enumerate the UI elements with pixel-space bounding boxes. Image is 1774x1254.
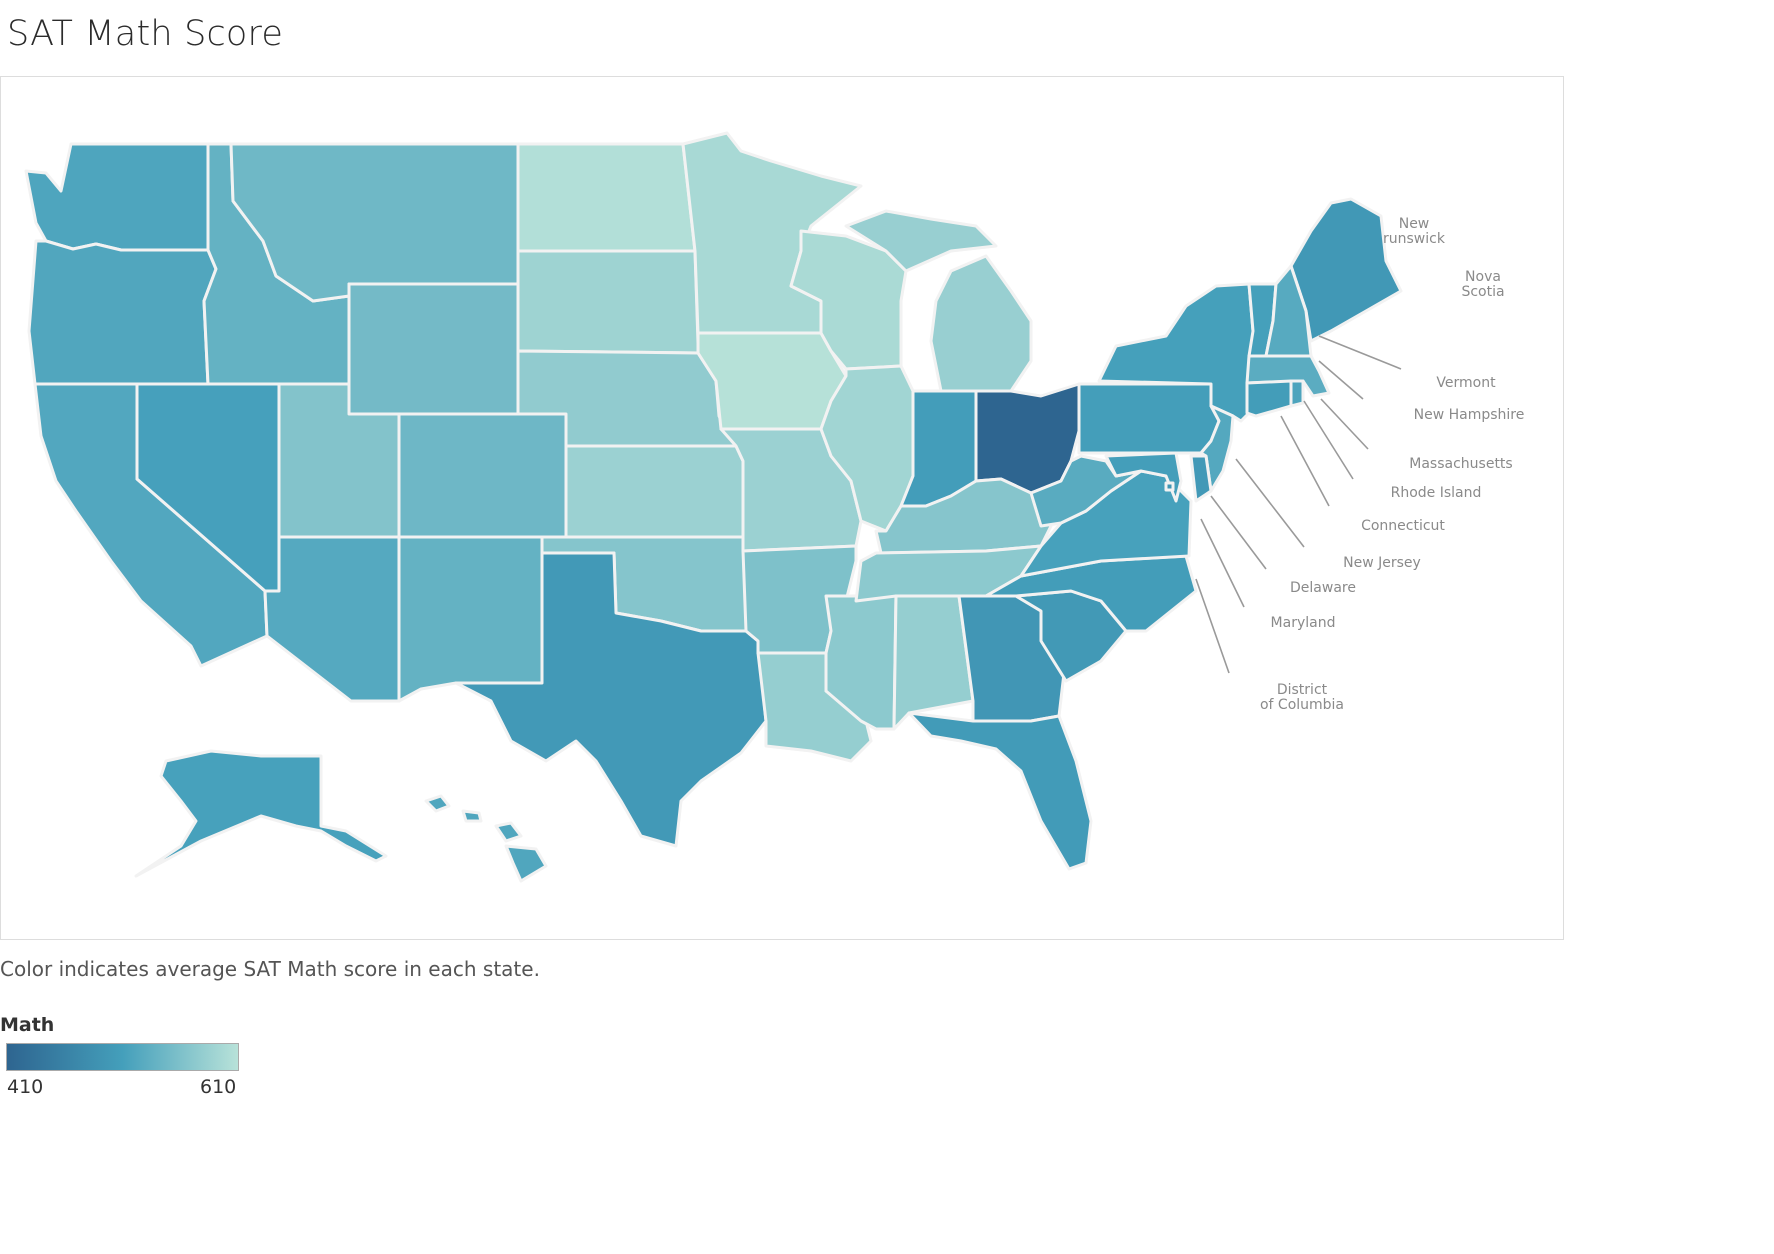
callout-line-delaware xyxy=(1210,495,1267,570)
legend-color-ramp xyxy=(6,1043,239,1071)
state-arizona[interactable]: Arizona: 525 xyxy=(263,535,401,703)
callout-label-district-of-columbia: District of Columbia xyxy=(1260,682,1344,713)
state-north-dakota[interactable]: North Dakota: 605 xyxy=(516,142,697,253)
map-panel: Washington: 519Oregon: 521California: 52… xyxy=(0,76,1564,940)
callout-label-new-hampshire: New Hampshire xyxy=(1414,407,1525,423)
state-south-dakota[interactable]: South Dakota: 588 xyxy=(516,249,700,355)
callout-label-maryland: Maryland xyxy=(1271,615,1336,631)
state-pennsylvania[interactable]: Pennsylvania: 508 xyxy=(1077,382,1221,455)
callout-line-district-of-columbia xyxy=(1195,578,1230,674)
callout-line-connecticut xyxy=(1280,415,1330,507)
state-texas[interactable]: Texas: 500 xyxy=(454,551,768,848)
state-rhode-island[interactable]: Rhode Island: 518 xyxy=(1289,379,1305,408)
state-alabama[interactable]: Alabama: 580 xyxy=(892,594,975,731)
callout-label-nova-scotia: Nova Scotia xyxy=(1461,269,1504,300)
state-delaware[interactable]: Delaware: 500 xyxy=(1189,454,1213,503)
map-caption: Color indicates average SAT Math score i… xyxy=(0,957,540,981)
state-new-mexico[interactable]: New Mexico: 538 xyxy=(397,535,544,703)
callout-label-rhode-island: Rhode Island xyxy=(1391,485,1482,501)
state-colorado[interactable]: Colorado: 546 xyxy=(397,412,568,539)
callout-line-new-hampshire xyxy=(1318,360,1364,400)
page-title: SAT Math Score xyxy=(7,14,284,54)
us-choropleth-map: Washington: 519Oregon: 521California: 52… xyxy=(24,131,1525,883)
callout-label-new-runswick: New runswick xyxy=(1383,216,1446,247)
state-district-of-columbia[interactable]: District of Columbia: 492 xyxy=(1164,481,1175,492)
state-wyoming[interactable]: Wyoming: 551 xyxy=(347,282,520,416)
state-oregon[interactable]: Oregon: 521 xyxy=(27,239,218,386)
callout-line-new-jersey xyxy=(1235,458,1305,548)
callout-line-massachusetts xyxy=(1320,398,1369,450)
callout-line-vermont xyxy=(1318,335,1402,370)
states-layer: Washington: 519Oregon: 521California: 52… xyxy=(24,131,1403,883)
state-connecticut[interactable]: Connecticut: 506 xyxy=(1245,379,1293,418)
state-iowa[interactable]: Iowa: 608 xyxy=(696,331,848,431)
state-alaska[interactable]: Alaska: 513 xyxy=(134,749,388,878)
state-michigan[interactable]: Michigan: 582 xyxy=(844,209,1033,393)
callout-label-delaware: Delaware xyxy=(1290,580,1356,596)
legend-min-label: 410 xyxy=(7,1076,44,1098)
callout-label-new-jersey: New Jersey xyxy=(1343,555,1421,571)
callouts-layer: New runswick Nova Scotia Vermont New Hampshir… xyxy=(1195,216,1525,713)
state-florida[interactable]: Florida: 503 xyxy=(907,711,1093,871)
legend-title: Math xyxy=(0,1014,55,1036)
callout-line-maryland xyxy=(1200,518,1245,608)
legend-max-label: 610 xyxy=(200,1076,237,1098)
callout-line-rhode-island xyxy=(1303,400,1354,480)
callout-label-connecticut: Connecticut xyxy=(1361,518,1445,534)
state-kansas[interactable]: Kansas: 585 xyxy=(564,444,745,539)
callout-label-vermont: Vermont xyxy=(1436,375,1496,391)
state-hawaii[interactable]: Hawaii: 520 xyxy=(424,794,548,883)
callout-label-massachusetts: Massachusetts xyxy=(1409,456,1512,472)
state-washington[interactable]: Washington: 519 xyxy=(24,142,210,252)
